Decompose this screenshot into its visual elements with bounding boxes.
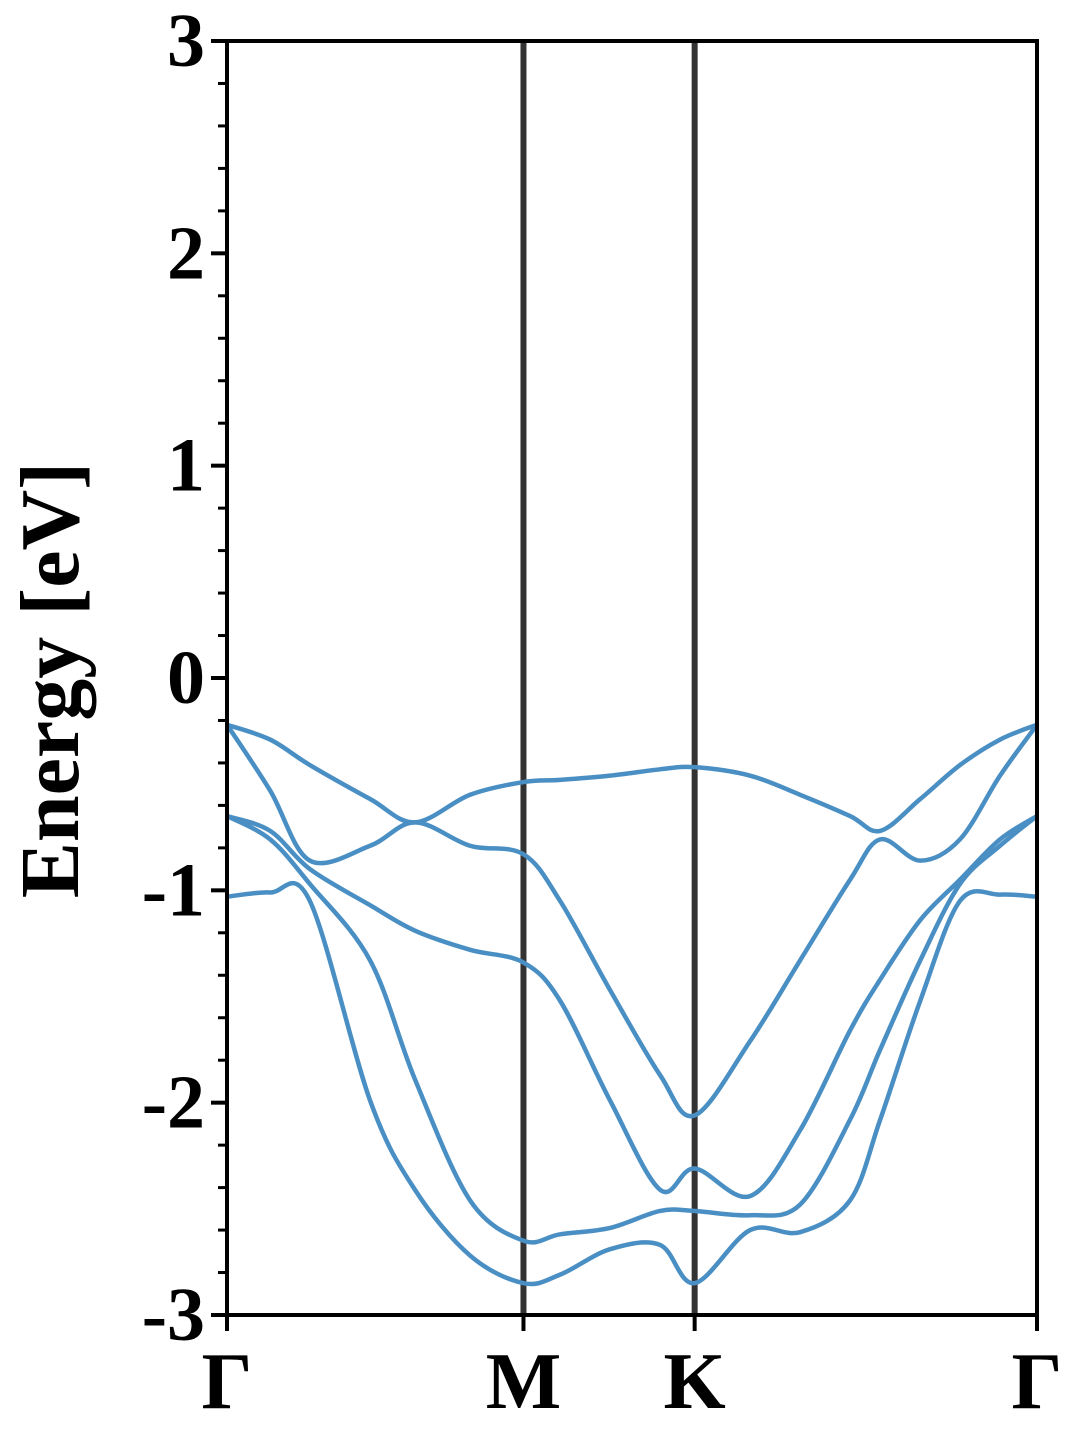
y-tick-label: 3 — [167, 0, 205, 83]
y-tick-label: 0 — [167, 636, 205, 720]
plot-frame — [225, 39, 1039, 1317]
x-tick-label: K — [664, 1338, 726, 1426]
y-tick-label: -2 — [142, 1061, 205, 1145]
band — [225, 723, 1039, 1119]
x-tick-label: Γ — [202, 1338, 253, 1426]
y-tick-label: 1 — [167, 424, 205, 508]
band — [225, 814, 1039, 1245]
band — [226, 722, 1038, 834]
y-axis-label: Energy [eV] — [4, 462, 97, 898]
y-tick-label: 2 — [167, 211, 205, 295]
x-tick-label: Γ — [1012, 1338, 1063, 1426]
y-tick-label: -3 — [142, 1273, 205, 1357]
band — [226, 881, 1038, 1287]
x-tick-label: M — [486, 1338, 562, 1426]
y-tick-label: -1 — [142, 848, 205, 932]
band — [226, 813, 1039, 1200]
